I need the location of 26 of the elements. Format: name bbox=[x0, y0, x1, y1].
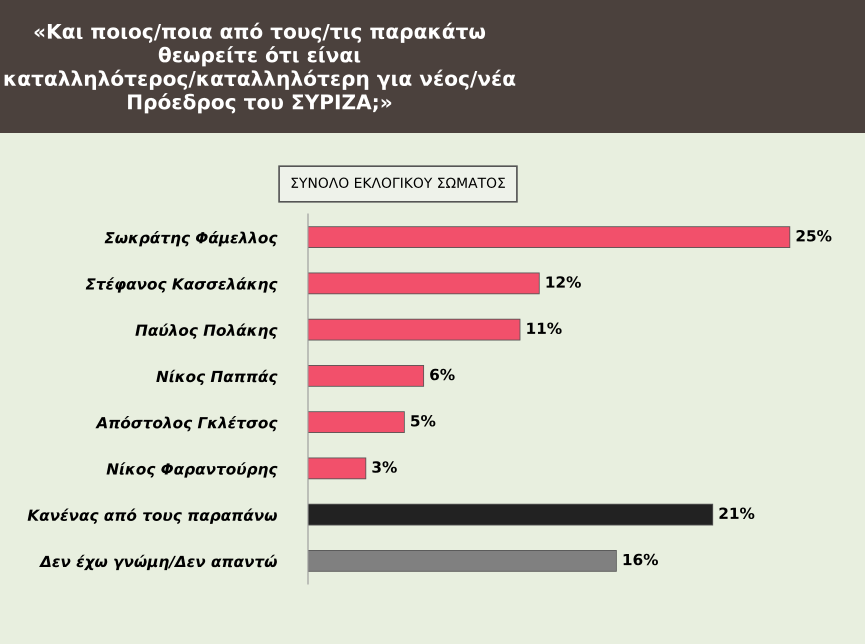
data-label: 21% bbox=[719, 508, 754, 520]
data-label: 12% bbox=[546, 276, 581, 288]
y-tick-label: Στέφανος Κασσελάκης bbox=[86, 277, 278, 293]
y-tick-label: Σωκράτης Φάμελλος bbox=[104, 231, 278, 246]
y-tick-label: Κανένας από τους παραπάνω bbox=[28, 508, 277, 524]
data-label: 6% bbox=[430, 368, 455, 380]
bar bbox=[308, 318, 520, 340]
y-tick-label: Νίκος Φαραντούρης bbox=[106, 462, 278, 478]
data-label: 25% bbox=[796, 230, 832, 242]
chart-subtitle: ΣΥΝΟΛΟ ΕΚΛΟΓΙΚΟΥ ΣΩΜΑΤΟΣ bbox=[292, 178, 505, 188]
y-tick-label: Νίκος Παππάς bbox=[156, 370, 278, 386]
bar bbox=[308, 226, 790, 248]
bar bbox=[308, 272, 540, 294]
bar bbox=[308, 458, 366, 480]
data-label: 11% bbox=[527, 322, 562, 334]
data-label: 3% bbox=[372, 461, 397, 473]
data-label: 5% bbox=[411, 415, 436, 427]
y-tick-label: Παύλος Πολάκης bbox=[135, 324, 278, 339]
chart-title: «Και ποιος/ποια από τους/τις παρακάτω θεωρείτε ότι είναι καταλληλότερος/καταλληλότερη για νέος/νέα Πρόεδρος του ΣΥΡΙΖΑ;» bbox=[4, 22, 516, 114]
y-tick-label: Απόστολος Γκλέτσος bbox=[95, 416, 278, 432]
bar bbox=[308, 411, 405, 433]
bar bbox=[308, 550, 617, 572]
bar bbox=[308, 504, 714, 526]
bar bbox=[308, 365, 424, 387]
data-label: 16% bbox=[624, 554, 658, 566]
y-tick-label: Δεν έχω γνώμη/Δεν απαντώ bbox=[39, 554, 277, 570]
